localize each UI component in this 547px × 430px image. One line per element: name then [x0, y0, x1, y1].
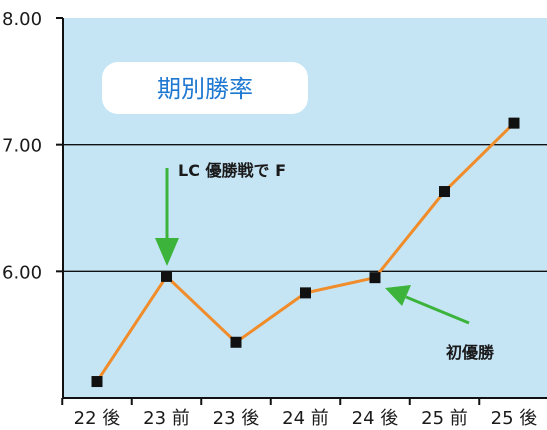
x-tick-label: 22 後 [74, 408, 121, 429]
data-point [508, 117, 520, 129]
x-ticks: 22 後 23 前 23 後 24 前 24 後 25 前 25 後 [61, 398, 538, 429]
x-tick-label: 23 前 [143, 408, 190, 429]
y-ticks: 6.00 7.00 8.00 [2, 9, 63, 283]
annotation-lc-arrowhead [155, 238, 179, 266]
annotation-first-win-text: 初優勝 [446, 343, 495, 362]
x-tick-label: 25 前 [421, 408, 468, 429]
series-markers [91, 117, 520, 388]
chart-title-box: 期別勝率 [102, 62, 308, 114]
data-point [300, 287, 311, 299]
data-point [230, 336, 242, 348]
y-tick-label: 7.00 [2, 136, 42, 157]
annotation-first-win: 初優勝 [385, 285, 495, 362]
x-tick-label: 23 後 [213, 408, 260, 429]
annotation-lc-text: LC 優勝戦で F [178, 161, 286, 180]
annotation-first-win-arrowhead [385, 285, 411, 306]
gridlines [63, 144, 547, 272]
data-point [91, 376, 103, 388]
y-tick-label: 8.00 [2, 9, 42, 30]
y-tick-label: 6.00 [2, 262, 42, 283]
data-point [369, 272, 381, 284]
x-tick-label: 24 後 [352, 408, 399, 429]
annotation-lc: LC 優勝戦で F [155, 161, 286, 266]
x-tick-label: 24 前 [282, 408, 329, 429]
annotation-first-win-arrow-shaft [405, 295, 470, 325]
data-point [161, 270, 172, 282]
chart-title: 期別勝率 [157, 75, 253, 103]
data-point [439, 186, 450, 198]
x-tick-label: 25 後 [491, 408, 538, 429]
